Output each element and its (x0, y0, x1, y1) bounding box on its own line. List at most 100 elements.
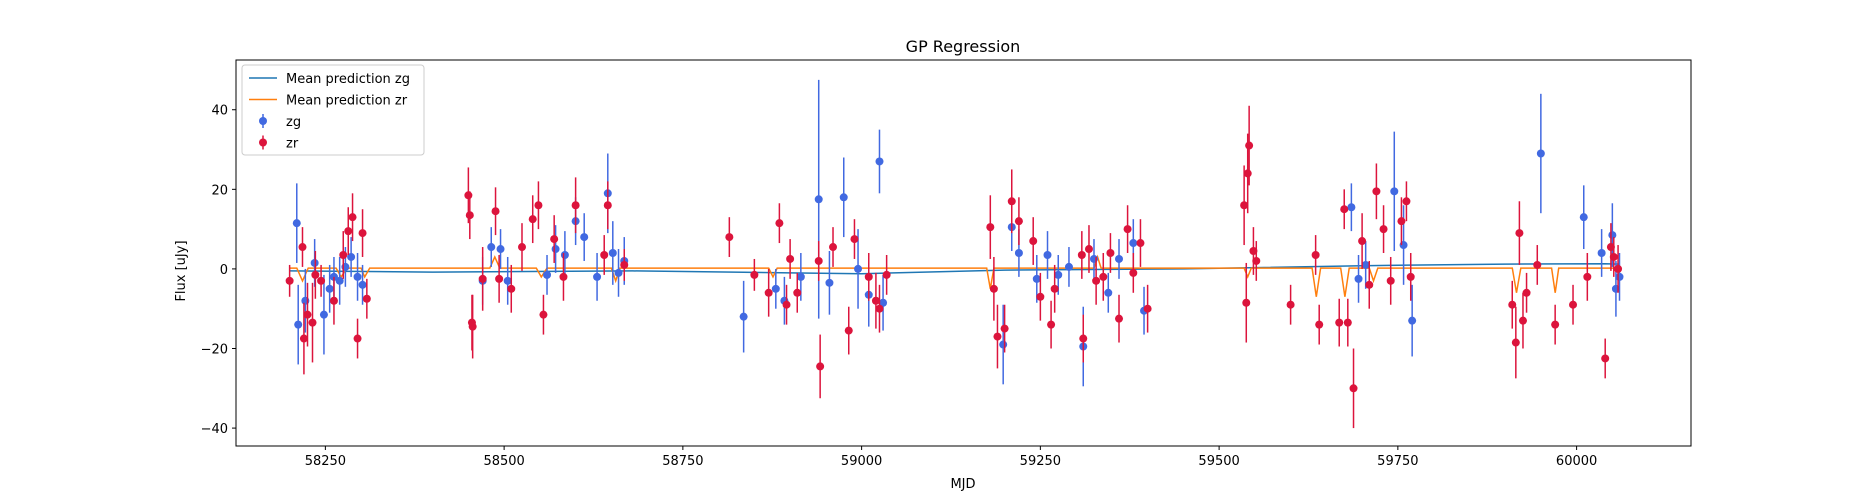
zr-point (620, 260, 629, 269)
zr-point (1614, 264, 1623, 273)
zg-point (358, 280, 367, 289)
zg-point (814, 195, 823, 204)
zr-point (491, 207, 500, 216)
zg-point (1043, 250, 1052, 259)
zr-point (1050, 284, 1059, 293)
zr-point (1136, 239, 1145, 248)
zr-point (871, 296, 880, 305)
zr-point (1349, 384, 1358, 393)
zg-point (551, 245, 560, 254)
zr-point (1609, 252, 1618, 261)
zr-point (993, 332, 1002, 341)
zg-point (999, 340, 1008, 349)
zr-point (517, 243, 526, 252)
zg-point (1579, 213, 1588, 222)
zg-point (347, 252, 356, 261)
zg-point (1361, 260, 1370, 269)
zr-point (1077, 250, 1086, 259)
zr-point (353, 334, 362, 343)
plot-area: 58250 58500 58750 59000 59250 59500 59750 60000… (201, 59, 1692, 469)
zr-point (793, 288, 802, 297)
zg-point (1032, 274, 1041, 283)
zr-point (303, 310, 312, 319)
zg-point (1615, 272, 1624, 281)
plot-frame (235, 59, 1692, 447)
zg-point (580, 233, 589, 242)
y-tick-label: 40 (211, 104, 228, 119)
zr-point (1533, 260, 1542, 269)
zg-point (487, 243, 496, 252)
zg-point (353, 272, 362, 281)
zr-point (1315, 320, 1324, 329)
zr-point (1365, 280, 1374, 289)
zr-point (1508, 300, 1517, 309)
zr-point (1249, 247, 1258, 256)
x-tick-label: 60000 (1556, 454, 1597, 469)
x-tick-label: 58250 (305, 454, 346, 469)
zr-point (1007, 197, 1016, 206)
zr-point (464, 191, 473, 200)
zr-point (362, 294, 371, 303)
zr-point (559, 272, 568, 281)
zr-point (308, 318, 317, 327)
zr-point (1518, 316, 1527, 325)
zr-point (814, 256, 823, 265)
zr-point (507, 284, 516, 293)
zg-point (879, 298, 888, 307)
zr-point (829, 243, 838, 252)
zr-point (298, 243, 307, 252)
series-group (285, 79, 1624, 429)
zg-point (875, 157, 884, 166)
zr-point (603, 201, 612, 210)
zr-point (1106, 249, 1115, 257)
zg-point (614, 268, 623, 277)
y-axis-label: Flux [uJy] (174, 240, 189, 301)
x-tick-label: 58750 (662, 454, 703, 469)
zr-point (816, 362, 825, 371)
x-tick-label: 59000 (841, 454, 882, 469)
x-axis-label: MJD (950, 477, 975, 492)
zr-point (764, 288, 773, 297)
zr-point (539, 310, 548, 319)
zr-point (1601, 354, 1610, 363)
zg-point (294, 320, 303, 329)
zg-point (1347, 203, 1356, 212)
zr-point (468, 322, 477, 331)
zg-point (543, 270, 552, 279)
zg-point (1390, 187, 1399, 196)
zr-point (1372, 187, 1381, 196)
legend-label-mean-prediction-zg: Mean prediction zg (286, 72, 410, 87)
zr-point (285, 276, 294, 285)
zr-point (1606, 243, 1615, 252)
legend-box (241, 64, 425, 156)
zr-point (864, 272, 873, 281)
zg-point (560, 250, 569, 259)
zr-point (786, 254, 795, 263)
legend-label-mean-prediction-zr: Mean prediction zr (286, 94, 408, 109)
x-tick-label: 58500 (483, 454, 524, 469)
zg-point (739, 312, 748, 321)
zr-point (1311, 250, 1320, 259)
zr-point (495, 274, 504, 283)
legend-swatch-zg (259, 117, 267, 125)
zg-point (839, 193, 848, 202)
zr-point (1240, 201, 1249, 210)
zr-point (775, 219, 784, 228)
zr-point (725, 233, 734, 242)
zr-point (1340, 205, 1349, 214)
zr-point (750, 270, 759, 279)
zr-point (1242, 298, 1251, 307)
zg-point (1104, 288, 1113, 297)
zr-point (311, 270, 320, 279)
zg-point (1054, 270, 1063, 279)
legend: Mean prediction zg Mean prediction zr zg zr (241, 64, 425, 156)
zg-point (771, 284, 780, 293)
zg-point (1354, 274, 1363, 283)
zg-point (608, 249, 617, 257)
zg-point (1064, 262, 1073, 271)
x-tick-label: 59500 (1198, 454, 1239, 469)
zr-point (1047, 320, 1056, 329)
zr-point (1551, 320, 1560, 329)
zr-point (875, 304, 884, 313)
zr-point (1515, 229, 1524, 238)
